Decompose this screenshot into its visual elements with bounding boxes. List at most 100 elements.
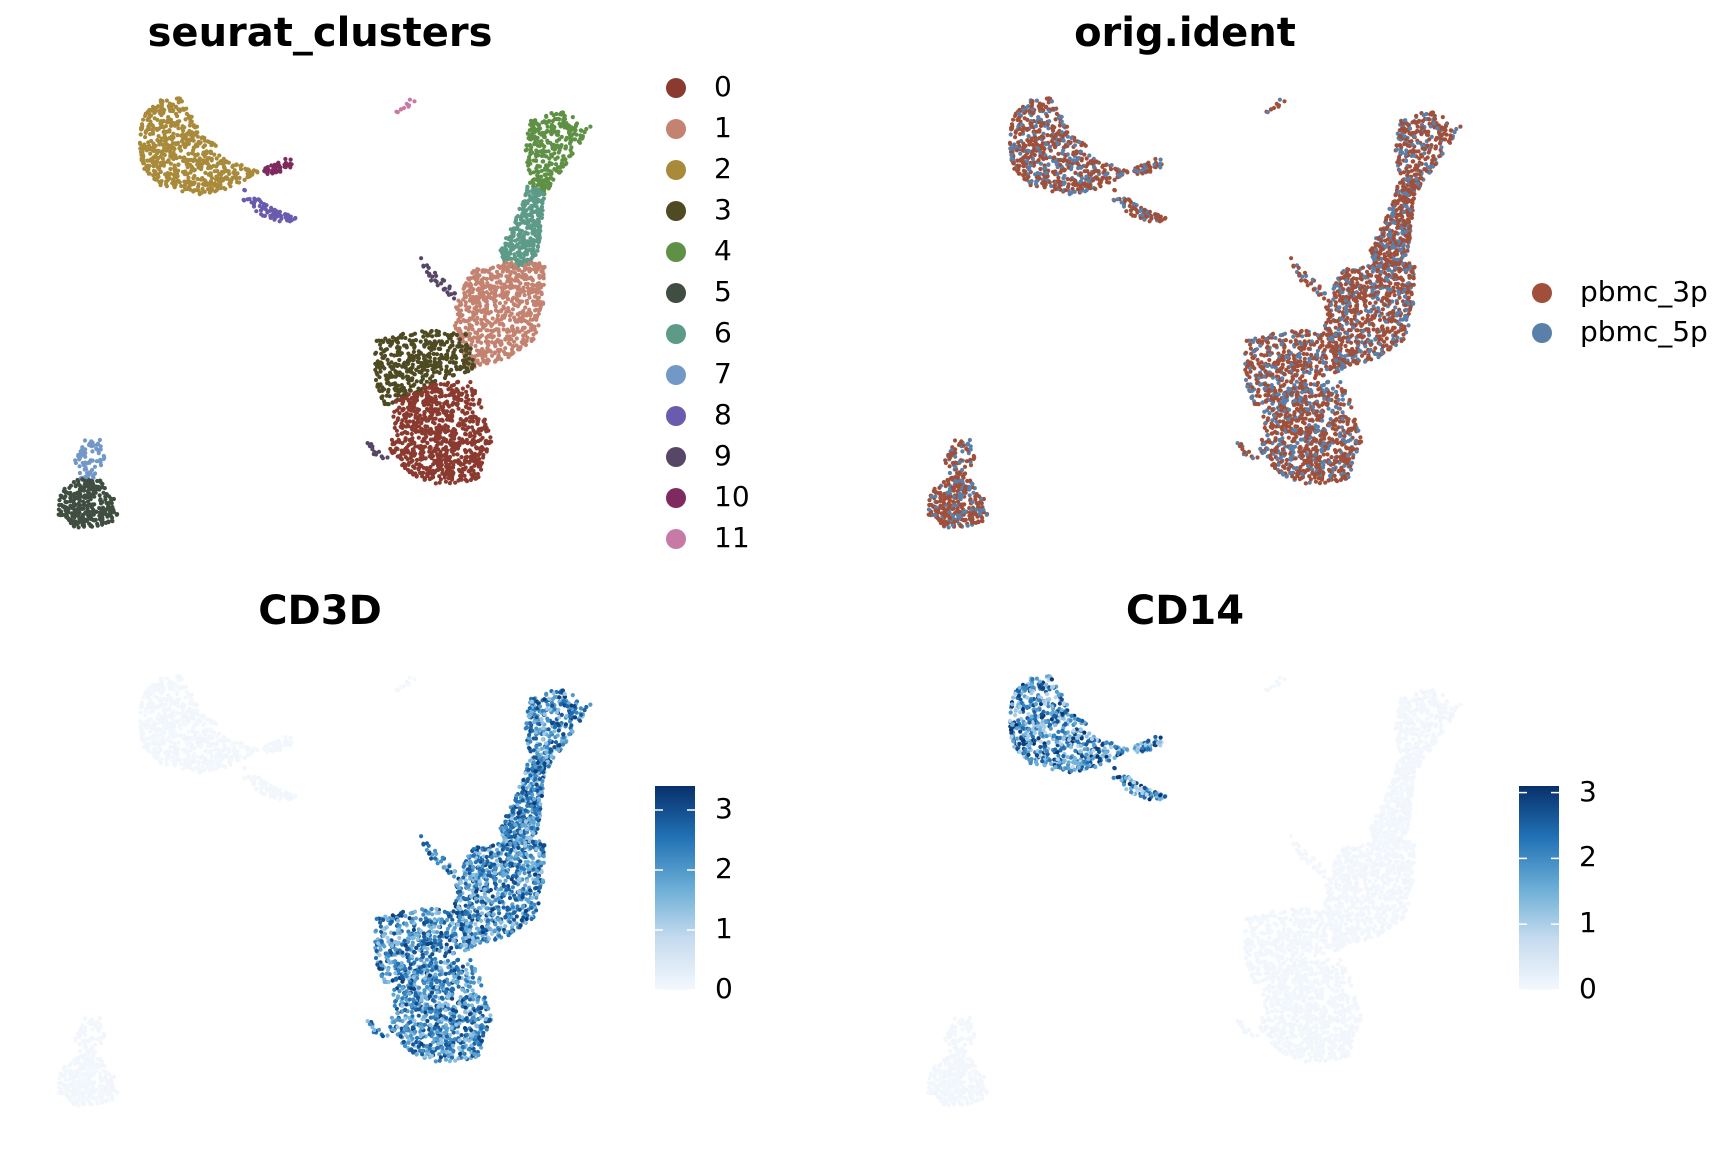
cell-point [436,332,441,337]
cell-point [1403,177,1408,182]
cell-point [156,134,161,139]
cell-point [520,245,525,250]
cell-point [168,171,173,176]
cell-point [411,349,416,354]
cell-point [191,181,196,187]
cell-point [534,307,539,312]
cell-point [1025,127,1030,132]
cell-point [419,420,424,425]
cell-point [1433,162,1438,167]
cell-point [263,207,268,212]
cell-point [427,416,432,421]
cell-point [1418,129,1423,134]
cell-point [189,130,194,135]
cell-point [523,281,528,287]
cell-point [1398,171,1403,176]
cell-point [193,132,198,137]
cell-point [1054,162,1059,167]
cell-point [92,464,98,469]
cell-point [469,366,474,371]
cell-point [521,337,526,342]
cell-point [473,298,478,303]
cell-point [524,147,530,152]
cell-point [1072,138,1077,143]
cell-point [524,273,529,279]
cell-point [79,451,84,456]
cell-point [464,438,469,444]
cell-point [141,117,146,122]
cell-point [532,324,537,329]
cell-point [507,317,513,323]
cell-point [1098,184,1103,189]
cell-point [417,407,422,412]
cell-point [390,365,395,370]
cell-point [1102,168,1107,173]
cell-point [173,104,179,109]
cell-point [490,284,495,289]
cell-point [407,413,412,418]
cell-point [420,474,425,479]
cell-point [1433,144,1438,149]
cell-point [448,439,453,444]
cell-point [539,282,544,287]
cell-point [500,321,505,326]
cell-point [1048,148,1053,153]
cell-point [1147,219,1152,224]
cell-point [179,133,184,138]
cell-point [524,215,529,220]
cell-point [1044,156,1049,161]
cell-point [490,265,496,270]
cell-point [492,300,497,305]
cell-point [207,139,212,145]
cell-point [469,425,475,430]
cell-point [409,408,414,413]
cell-point [551,113,556,118]
cell-point [545,181,550,186]
cell-point [452,436,457,441]
cell-point [482,426,487,431]
cell-point [544,163,549,168]
cell-point [521,256,526,261]
cell-point [510,307,515,312]
cell-point [475,419,480,424]
cell-point [242,187,247,193]
cell-point [463,411,468,416]
cell-point [516,267,521,272]
cell-point [1069,190,1074,195]
cell-point [1066,182,1071,187]
cell-point [527,206,532,211]
cell-point [431,437,436,442]
cell-point [1414,113,1419,118]
cell-point [429,342,434,347]
cell-point [1047,180,1052,185]
cell-point [463,293,468,298]
cell-point [1014,148,1020,153]
cell-point [528,171,533,176]
cell-point [1162,216,1167,221]
cell-point [98,447,103,452]
cell-point [193,188,198,193]
cell-point [191,123,196,128]
cell-point [205,160,210,166]
cell-point [208,165,213,170]
cell-point [539,215,545,220]
cell-point [175,133,180,138]
cell-point [157,142,162,147]
cell-point [197,159,202,164]
cell-point [1026,165,1032,170]
cell-point [1047,119,1052,124]
cell-point [535,248,540,253]
cell-point [153,153,158,158]
cell-point [535,173,540,178]
cell-point [478,294,484,299]
cell-point [529,338,534,344]
cell-point [479,333,485,338]
cell-point [479,448,484,453]
cell-point [178,144,183,149]
cell-point [1065,176,1070,182]
cell-point [1082,181,1087,186]
cell-point [386,361,391,366]
cell-point [481,325,486,330]
cell-point [513,244,518,249]
cell-point [500,265,505,270]
